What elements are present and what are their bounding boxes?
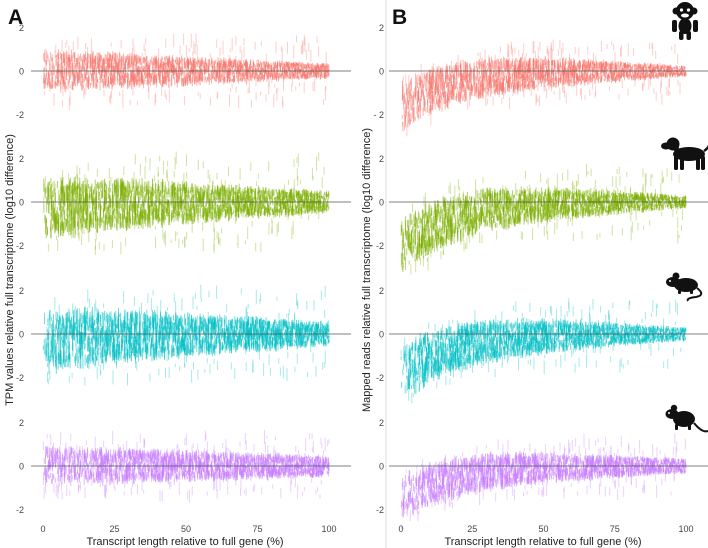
panel-b-y-axis-title: Mapped reads relative full transcriptome… [361, 128, 373, 412]
facet-mouse-panel-a: 20-2 [16, 284, 351, 386]
dog-icon [659, 136, 708, 172]
monkey-icon [672, 2, 698, 40]
panel-b-label: B [392, 6, 407, 29]
y-tick-label: 0 [19, 198, 24, 208]
y-tick-label: -2 [16, 110, 24, 120]
facet-primate-panel-a: 2 0 -2 [16, 23, 351, 120]
panel-a-y-axis-title: TPM values relative full transcriptome (… [4, 134, 16, 406]
y-tick-label: 2 [19, 23, 24, 33]
panel-b-x-axis-title: Transcript length relative to full gene … [444, 536, 641, 548]
rat-icon [664, 403, 708, 433]
panel-a-x-axis-title: Transcript length relative to full gene … [86, 536, 283, 548]
y-tick-label: -2 [16, 241, 24, 251]
panel-a-label: A [8, 6, 23, 29]
facet-dog-panel-a: 2 0 -2 [16, 151, 351, 255]
y-tick-label: 0 [19, 67, 24, 77]
mouse-icon [665, 271, 703, 302]
y-tick-label: 2 [19, 154, 24, 164]
